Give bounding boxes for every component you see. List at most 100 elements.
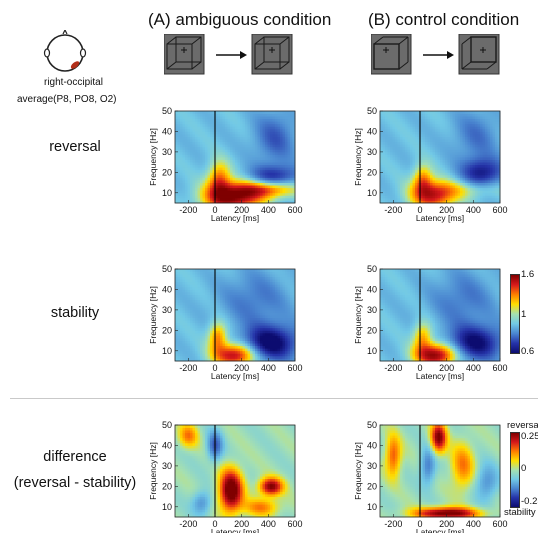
- heatmap-cell: [462, 118, 466, 122]
- heatmap-cell: [205, 180, 208, 183]
- heatmap-cell: [272, 317, 276, 321]
- heatmap-cell: [215, 271, 218, 275]
- heatmap-cell: [240, 123, 243, 127]
- heatmap-cell: [175, 315, 178, 318]
- heatmap-cell: [457, 200, 461, 204]
- heatmap-cell: [470, 180, 473, 183]
- heatmap-cell: [290, 149, 293, 153]
- heatmap-cell: [427, 113, 431, 117]
- heatmap-cell: [210, 151, 213, 155]
- heatmap-cell: [262, 144, 266, 148]
- heatmap-cell: [222, 177, 226, 181]
- heatmap-cell: [222, 289, 226, 293]
- heatmap-cell: [232, 164, 236, 168]
- heatmap-cell: [187, 274, 191, 278]
- heatmap-cell: [255, 274, 258, 278]
- heatmap-cell: [445, 139, 448, 143]
- heatmap-cell: [437, 185, 441, 189]
- heatmap-cell: [190, 134, 193, 137]
- heatmap-cell: [410, 192, 413, 196]
- heatmap-cell: [180, 136, 183, 140]
- heatmap-cell: [272, 131, 276, 135]
- heatmap-cell: [200, 325, 203, 329]
- heatmap-cell: [417, 177, 421, 181]
- heatmap-cell: [450, 197, 453, 201]
- heatmap-cell: [207, 174, 211, 178]
- heatmap-cell: [445, 151, 448, 155]
- heatmap-cell: [452, 197, 456, 201]
- heatmap-cell: [222, 317, 226, 321]
- heatmap-cell: [187, 350, 191, 354]
- heatmap-cell: [280, 146, 283, 150]
- heatmap-cell: [195, 195, 198, 199]
- y-tick-label: 50: [367, 106, 377, 116]
- heatmap-cell: [387, 195, 391, 199]
- heatmap-cell: [392, 185, 396, 189]
- heatmap-cell: [417, 149, 421, 153]
- heatmap-cell: [412, 151, 416, 155]
- heatmap-cell: [240, 297, 243, 301]
- heatmap-cell: [442, 141, 446, 145]
- heatmap-cell: [210, 111, 213, 114]
- heatmap-cell: [392, 164, 396, 168]
- heatmap-cell: [407, 187, 411, 191]
- heatmap-cell: [187, 167, 191, 171]
- heatmap-cell: [465, 167, 468, 171]
- heatmap-cell: [262, 190, 266, 194]
- heatmap-cell: [257, 185, 261, 189]
- heatmap-cell: [452, 113, 456, 117]
- heatmap-cell: [252, 192, 256, 196]
- heatmap-cell: [260, 292, 263, 295]
- heatmap-cell: [492, 126, 496, 130]
- heatmap-cell: [275, 111, 278, 114]
- heatmap-cell: [490, 187, 493, 191]
- heatmap-cell: [240, 281, 243, 285]
- heatmap-cell: [227, 317, 231, 321]
- heatmap-cell: [212, 172, 216, 176]
- heatmap-cell: [420, 195, 423, 199]
- heatmap-cell: [222, 353, 226, 357]
- heatmap-cell: [235, 118, 238, 122]
- heatmap-cell: [380, 185, 383, 189]
- heatmap-cell: [222, 131, 226, 135]
- heatmap-cell: [237, 335, 241, 339]
- heatmap-cell: [177, 292, 181, 295]
- heatmap-cell: [227, 128, 231, 132]
- heatmap-cell: [202, 116, 206, 120]
- heatmap-cell: [415, 190, 418, 194]
- heatmap-cell: [465, 190, 468, 194]
- heatmap-cell: [477, 169, 481, 173]
- heatmap-cell: [282, 154, 286, 158]
- heatmap-cell: [392, 113, 396, 117]
- heatmap-cell: [180, 297, 183, 301]
- heatmap-cell: [282, 182, 286, 186]
- heatmap-cell: [207, 146, 211, 150]
- heatmap-cell: [220, 190, 223, 194]
- heatmap-cell: [437, 116, 441, 120]
- heatmap-cell: [497, 185, 501, 189]
- heatmap-cell: [477, 200, 481, 204]
- heatmap-cell: [187, 139, 191, 143]
- heatmap-cell: [277, 177, 281, 181]
- x-tick-label: 600: [287, 205, 302, 215]
- heatmap-cell: [467, 111, 471, 114]
- heatmap-cell: [210, 320, 213, 324]
- heatmap-cell: [380, 154, 383, 158]
- heatmap-cell: [182, 350, 186, 354]
- heatmap-cell: [457, 180, 461, 183]
- heatmap-cell: [382, 177, 386, 181]
- heatmap-cell: [380, 123, 383, 127]
- heatmap-cell: [275, 131, 278, 135]
- heatmap-cell: [242, 134, 246, 137]
- heatmap-cell: [220, 195, 223, 199]
- heatmap-cell: [432, 159, 436, 163]
- heatmap-cell: [385, 177, 388, 181]
- heatmap-cell: [247, 286, 251, 290]
- heatmap-cell: [207, 340, 211, 344]
- heatmap-cell: [407, 154, 411, 158]
- heatmap-cell: [260, 343, 263, 347]
- heatmap-cell: [232, 345, 236, 349]
- heatmap-cell: [220, 174, 223, 178]
- heatmap-cell: [225, 343, 228, 347]
- heatmap-cell: [225, 292, 228, 295]
